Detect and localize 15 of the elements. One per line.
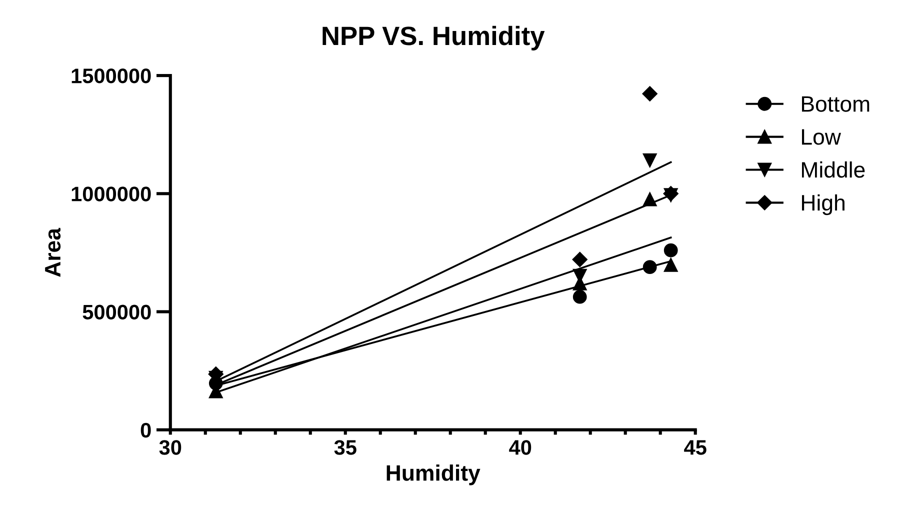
x-axis-title: Humidity — [386, 464, 480, 486]
legend-label: Low — [802, 129, 842, 145]
x-tick-label: 40 — [509, 440, 532, 455]
x-tick-label: 30 — [159, 440, 182, 455]
x-tick-label: 35 — [334, 440, 356, 455]
y-tick-label: 1500000 — [72, 68, 151, 84]
y-tick-label: 0 — [140, 422, 151, 438]
y-axis-title: Area — [45, 228, 61, 277]
legend-label: High — [802, 194, 844, 216]
y-tick-label: 1000000 — [72, 186, 151, 202]
y-tick-label: 500000 — [82, 304, 151, 320]
legend-label: Middle — [802, 161, 865, 178]
legend-label: Bottom — [802, 96, 870, 112]
x-tick-label: 45 — [684, 440, 706, 455]
chart-title: NPP VS. Humidity — [322, 26, 545, 50]
